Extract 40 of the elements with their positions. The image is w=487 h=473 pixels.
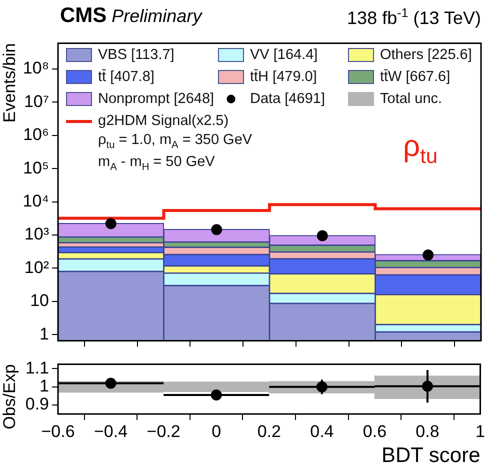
x-tick-label: 0.6 xyxy=(362,422,387,441)
y-tick-label: 10⁵ xyxy=(23,158,49,178)
legend-label: g2HDM Signal(x2.5) xyxy=(98,113,229,129)
x-tick-label: 1 xyxy=(476,422,486,441)
annotation: m$_{A}$ - m$_{H}$ = 50 GeV xyxy=(98,154,215,173)
y-tick-label: 10² xyxy=(24,258,50,277)
text: 138 fb$^{-1}$ (13 TeV) xyxy=(347,6,481,29)
x-tick-label: −0.6 xyxy=(41,422,75,441)
y-tick-label: 1 xyxy=(40,376,49,396)
chart-subtitle: Preliminary xyxy=(112,6,202,26)
y-tick-label: 10⁸ xyxy=(22,58,49,78)
chart-title: CMS xyxy=(60,4,107,27)
x-tick-label: −0.2 xyxy=(146,422,180,441)
y-tick-label: 10⁴ xyxy=(22,192,49,210)
x-tick-label: 0.8 xyxy=(416,422,440,441)
legend-label: Others [225.6] xyxy=(380,47,472,63)
legend-label: Nonprompt [2648] xyxy=(98,91,214,107)
x-axis-title: BDT score xyxy=(381,444,480,468)
legend-label: VV [164.4] xyxy=(250,47,318,63)
legend-label: tt̄ [407.8] xyxy=(98,69,154,85)
y-tick-label: 10⁶ xyxy=(23,125,49,144)
legend-label: tt̄W [667.6] xyxy=(380,69,450,85)
annotation: ρ$_{tu}$ xyxy=(403,130,438,169)
annotation: ρ$_{tu}$ = 1.0, m$_{A}$ = 350 GeV xyxy=(98,132,252,151)
y-axis-title: Obs/Exp xyxy=(0,364,19,430)
legend-label: Data [4691] xyxy=(250,91,325,107)
y-axis-title: Events/bin xyxy=(0,43,19,123)
legend-label: tt̄H [479.0] xyxy=(250,69,317,85)
y-tick-label: 0.9 xyxy=(25,394,49,414)
legend-label: Total unc. xyxy=(380,91,442,107)
x-tick-label: −0.4 xyxy=(94,422,128,441)
y-tick-label: 10⁷ xyxy=(24,92,49,111)
legend-label: VBS [113.7] xyxy=(98,47,174,63)
x-tick-label: 0.4 xyxy=(310,422,334,441)
x-tick-label: 0.2 xyxy=(257,422,281,441)
x-tick-label: 0 xyxy=(212,422,222,441)
y-tick-label: 1 xyxy=(40,324,49,344)
y-tick-label: 10³ xyxy=(24,224,50,244)
y-tick-label: 10 xyxy=(30,291,49,310)
y-tick-label: 1.1 xyxy=(25,358,49,378)
